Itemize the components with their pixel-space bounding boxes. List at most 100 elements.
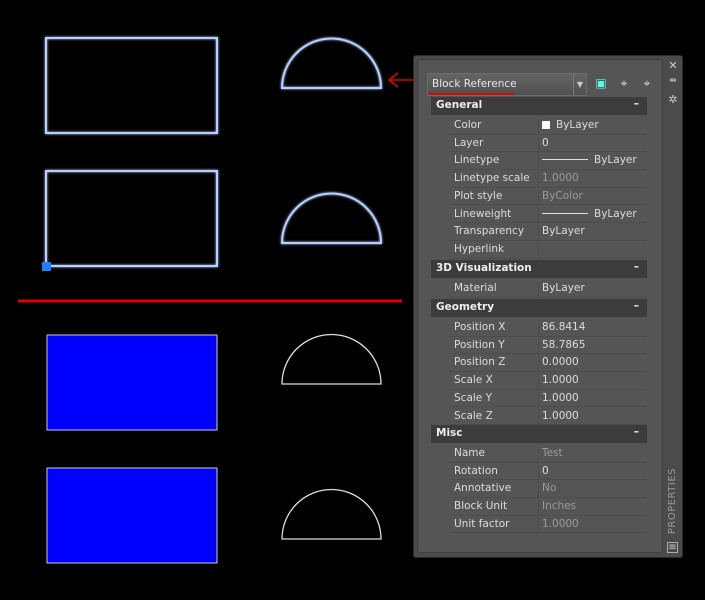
property-value[interactable]: 1.0000 [538,517,647,534]
property-value[interactable]: 1.0000 [538,172,647,189]
property-value-text: ByLayer [542,282,585,294]
property-value-text: 86.8414 [542,321,586,333]
object-type-value: Block Reference [432,78,517,90]
property-row[interactable]: Layer 0 [450,135,647,153]
property-row[interactable]: Scale X 1.0000 [450,372,647,391]
property-value[interactable]: 0 [538,136,647,153]
property-value-text: Test [542,447,563,459]
property-label: Position Y [454,338,505,351]
auto-hide-icon[interactable]: ⇹ [669,76,677,86]
property-label: Plot style [454,189,503,202]
property-label: Lineweight [454,207,512,220]
property-value[interactable]: 0 [538,464,647,481]
section-general[interactable]: General – [431,97,647,115]
property-row[interactable]: Linetype ByLayer [450,152,647,171]
property-value[interactable]: ByColor [538,189,647,206]
property-row[interactable]: Block Unit Inches [450,498,647,517]
property-label: Position X [454,321,506,333]
property-value[interactable] [538,242,647,259]
select-objects-icon[interactable]: ⌖ [620,76,628,90]
property-value[interactable]: 86.8414 [538,321,647,337]
collapse-icon[interactable]: – [633,98,639,110]
filled-rectangle-1[interactable] [46,334,218,431]
property-row[interactable]: Linetype scale 1.0000 [450,170,647,189]
grip-point[interactable] [42,262,51,271]
property-row[interactable]: Position X 86.8414 [450,319,647,337]
properties-icon[interactable]: ≡ [667,542,678,553]
property-label: Color [454,119,482,131]
collapse-icon[interactable]: – [633,300,639,312]
object-type-dropdown[interactable]: Block Reference ▼ [427,73,587,96]
section-misc[interactable]: Misc – [431,425,647,443]
section-title: Misc [436,427,463,439]
property-row[interactable]: Material ByLayer [450,280,647,298]
collapse-icon[interactable]: – [633,426,639,438]
section-title: 3D Visualization [436,262,532,274]
property-value-text: 1.0000 [542,374,579,387]
property-value[interactable]: 1.0000 [538,391,647,408]
selected-semicircle-2[interactable] [280,192,383,244]
property-value[interactable]: Test [538,447,647,463]
property-row[interactable]: Unit factor 1.0000 [450,516,647,534]
property-value[interactable]: ByLayer [538,225,647,242]
property-row[interactable]: Transparency ByLayer [450,223,647,242]
property-row[interactable]: Lineweight ByLayer [450,206,647,224]
filled-rectangle-2[interactable] [46,467,218,564]
options-icon[interactable]: ✲ [668,93,678,106]
property-value-text: ByLayer [594,154,637,167]
property-value[interactable]: 1.0000 [538,409,647,426]
property-row[interactable]: Annotative No [450,480,647,499]
property-value-text: Inches [542,500,577,513]
property-value-text: 1.0000 [542,391,579,404]
property-value[interactable]: ByLayer [538,207,647,224]
property-label: Annotative [454,482,512,495]
property-value[interactable]: 1.0000 [538,374,647,391]
property-value-text: 0 [542,136,549,149]
property-value[interactable]: No [538,482,647,499]
selected-semicircle-1[interactable] [280,37,383,89]
property-row[interactable]: Position Y 58.7865 [450,337,647,355]
property-value-text: 0 [542,464,549,477]
property-value[interactable]: ByLayer [538,154,647,171]
property-label: Rotation [454,464,498,477]
property-value[interactable]: 58.7865 [538,338,647,355]
property-label: Block Unit [454,500,508,513]
property-value-text: No [542,482,557,495]
collapse-icon[interactable]: – [633,261,639,273]
selected-rectangle-1[interactable] [45,37,218,134]
property-label: Transparency [454,225,525,238]
property-row[interactable]: Hyperlink [450,241,647,259]
property-label: Position Z [454,356,506,369]
property-value[interactable]: ByLayer [538,119,647,135]
property-row[interactable]: Position Z 0.0000 [450,354,647,373]
close-icon[interactable]: ✕ [668,59,678,72]
semicircle-3[interactable] [281,333,382,385]
section-geometry[interactable]: Geometry – [431,299,647,317]
selected-rectangle-2[interactable] [45,170,218,267]
quick-select-icon[interactable]: ▣ [595,76,607,90]
property-value[interactable]: Inches [538,500,647,517]
toggle-pickadd-icon[interactable]: ⌖ [643,76,651,90]
section-title: General [436,99,483,111]
linetype-preview-icon [542,159,588,161]
property-value-text: 1.0000 [542,517,579,530]
property-row[interactable]: Rotation 0 [450,463,647,481]
property-label: Hyperlink [454,242,505,255]
property-row[interactable]: Scale Z 1.0000 [450,408,647,426]
section-3d-visualization[interactable]: 3D Visualization – [431,260,647,278]
property-label: Material [454,282,497,294]
property-value[interactable]: ByLayer [538,282,647,298]
chevron-down-icon[interactable]: ▼ [573,74,586,95]
semicircle-4[interactable] [281,488,382,540]
property-row[interactable]: Scale Y 1.0000 [450,390,647,408]
color-swatch-icon [542,121,550,129]
property-value[interactable]: 0.0000 [538,356,647,373]
property-label: Scale X [454,374,493,387]
property-value-text: 58.7865 [542,338,586,351]
property-row[interactable]: Plot style ByColor [450,188,647,206]
property-value-text: ByLayer [542,225,585,238]
property-row[interactable]: Color ByLayer [450,117,647,135]
property-label: Name [454,447,485,459]
property-row[interactable]: Name Test [450,445,647,463]
